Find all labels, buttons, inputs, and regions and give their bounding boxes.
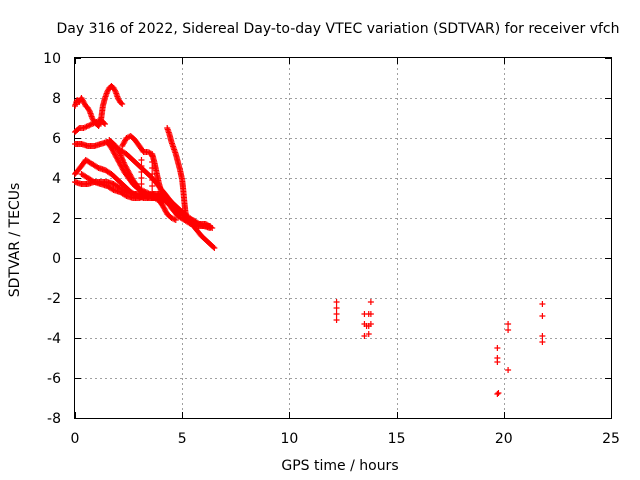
data-point (119, 101, 126, 107)
data-point (149, 189, 156, 195)
data-marks (72, 83, 546, 397)
chart-title: Day 316 of 2022, Sidereal Day-to-day VTE… (56, 21, 619, 37)
x-tick-label: 0 (71, 431, 80, 447)
data-point (209, 225, 216, 231)
data-point (333, 305, 340, 311)
y-tick-label: 8 (52, 91, 61, 107)
grid-lines (75, 58, 611, 418)
data-point (539, 301, 546, 307)
data-point (159, 199, 166, 205)
data-point (494, 359, 501, 365)
y-tick-label: 6 (52, 131, 61, 147)
data-point (149, 183, 156, 189)
axis-ticks (75, 58, 612, 419)
data-point (100, 120, 107, 126)
data-point (211, 245, 218, 251)
x-tick-label: 15 (388, 431, 406, 447)
data-point (138, 181, 145, 187)
data-point (158, 198, 165, 204)
data-point (539, 333, 546, 339)
data-point (116, 149, 123, 156)
data-point (505, 321, 512, 327)
data-point (138, 175, 145, 181)
data-point (333, 311, 340, 317)
x-tick-label: 10 (280, 431, 298, 447)
data-point (505, 327, 512, 333)
data-point (159, 193, 166, 199)
data-point (118, 100, 125, 106)
data-point (494, 391, 501, 397)
data-point (207, 224, 214, 231)
data-point (149, 165, 156, 171)
data-point (149, 153, 156, 159)
data-point (539, 339, 546, 345)
data-point (149, 171, 156, 177)
data-point (333, 317, 340, 323)
data-point (361, 333, 368, 339)
x-axis-title: GPS time / hours (281, 458, 398, 474)
data-point (210, 244, 217, 250)
x-tick-label: 5 (178, 431, 187, 447)
y-tick-label: -4 (47, 331, 61, 347)
data-point (86, 107, 93, 114)
data-point (172, 217, 179, 223)
data-point (539, 313, 546, 319)
y-tick-labels: -8 -6 -4 -2 0 2 4 6 8 10 (43, 51, 61, 427)
data-point (149, 177, 156, 183)
y-tick-label: -2 (47, 291, 61, 307)
data-point (138, 187, 145, 193)
y-tick-label: -6 (47, 371, 61, 387)
y-axis-title: SDTVAR / TECUs (7, 183, 23, 298)
y-tick-label: 10 (43, 51, 61, 67)
data-point (494, 345, 501, 351)
x-tick-label: 25 (602, 431, 620, 447)
x-tick-labels: 0 5 10 15 20 25 (71, 431, 620, 447)
data-point (495, 390, 502, 396)
data-point (102, 121, 109, 127)
data-point (367, 321, 374, 327)
data-point (138, 169, 145, 175)
data-point (149, 159, 156, 165)
plot-frame (74, 57, 612, 419)
data-point (367, 311, 374, 317)
y-tick-label: 4 (52, 171, 61, 187)
data-point (367, 299, 374, 305)
data-point (365, 331, 372, 337)
y-tick-label: 2 (52, 211, 61, 227)
x-tick-label: 20 (495, 431, 513, 447)
data-point (333, 299, 340, 305)
data-point (138, 157, 145, 163)
y-tick-label: 0 (52, 251, 61, 267)
data-point (112, 87, 119, 94)
y-tick-label: -8 (47, 411, 61, 427)
data-point (505, 367, 512, 373)
data-point (138, 163, 145, 169)
